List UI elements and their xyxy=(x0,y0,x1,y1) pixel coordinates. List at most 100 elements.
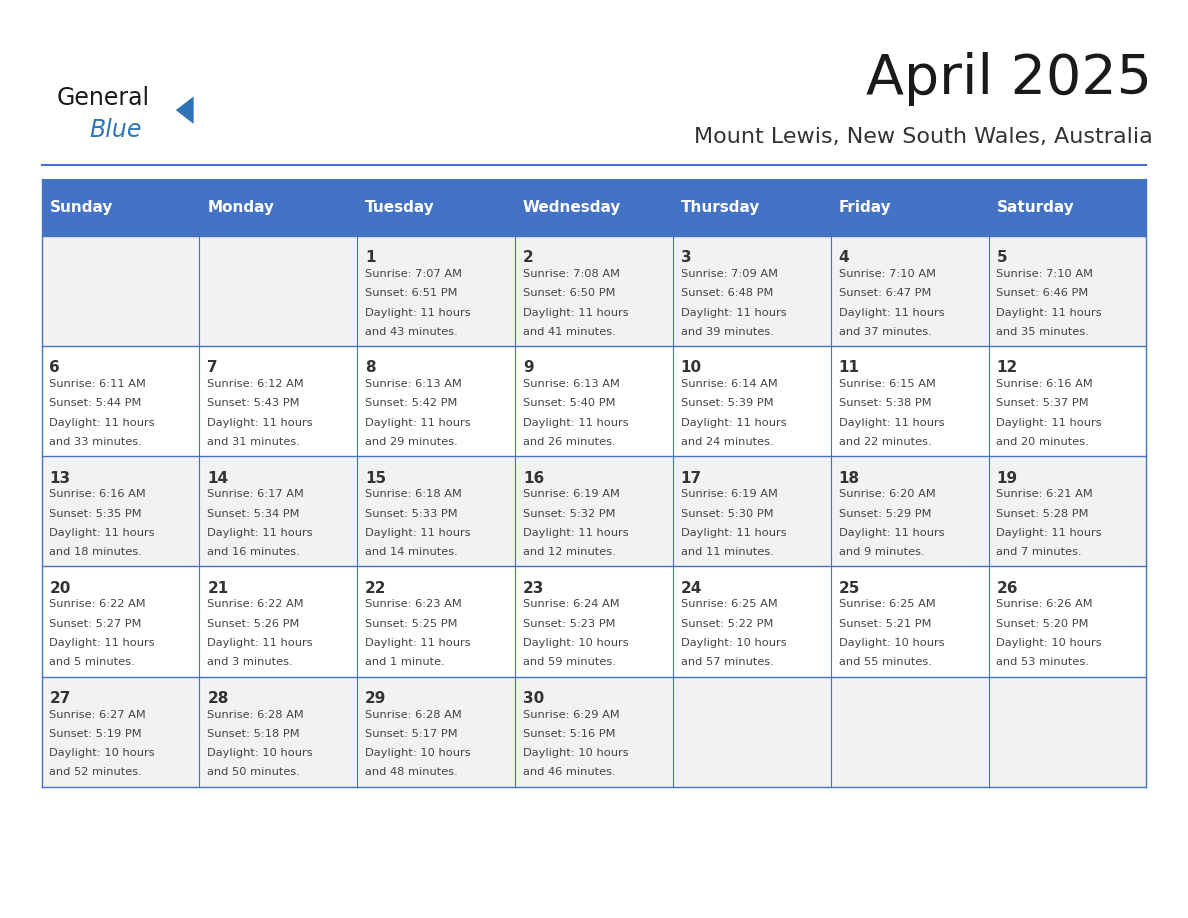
Text: and 22 minutes.: and 22 minutes. xyxy=(839,437,931,447)
Text: Sunrise: 6:15 AM: Sunrise: 6:15 AM xyxy=(839,379,935,389)
Text: Sunset: 5:23 PM: Sunset: 5:23 PM xyxy=(523,619,615,629)
Text: 25: 25 xyxy=(839,581,860,596)
Text: Sunset: 5:27 PM: Sunset: 5:27 PM xyxy=(50,619,143,629)
Text: Daylight: 11 hours: Daylight: 11 hours xyxy=(50,528,156,538)
Text: 2: 2 xyxy=(523,251,533,265)
Text: Daylight: 11 hours: Daylight: 11 hours xyxy=(997,418,1102,428)
Text: Daylight: 11 hours: Daylight: 11 hours xyxy=(523,308,628,318)
Text: Sunrise: 6:16 AM: Sunrise: 6:16 AM xyxy=(997,379,1093,389)
Text: Sunset: 6:48 PM: Sunset: 6:48 PM xyxy=(681,288,773,298)
Text: Sunset: 5:21 PM: Sunset: 5:21 PM xyxy=(839,619,931,629)
Text: 18: 18 xyxy=(839,471,860,486)
Text: 17: 17 xyxy=(681,471,702,486)
Text: 19: 19 xyxy=(997,471,1018,486)
Text: Sunrise: 6:19 AM: Sunrise: 6:19 AM xyxy=(681,489,778,499)
Text: Sunset: 5:35 PM: Sunset: 5:35 PM xyxy=(50,509,143,519)
Text: 9: 9 xyxy=(523,361,533,375)
Text: Blue: Blue xyxy=(89,118,141,142)
Text: and 20 minutes.: and 20 minutes. xyxy=(997,437,1089,447)
Text: and 41 minutes.: and 41 minutes. xyxy=(523,327,615,337)
Text: Sunset: 6:46 PM: Sunset: 6:46 PM xyxy=(997,288,1088,298)
Text: and 39 minutes.: and 39 minutes. xyxy=(681,327,773,337)
Text: Daylight: 11 hours: Daylight: 11 hours xyxy=(839,418,944,428)
Text: Sunset: 5:20 PM: Sunset: 5:20 PM xyxy=(997,619,1089,629)
Text: Sunset: 5:29 PM: Sunset: 5:29 PM xyxy=(839,509,931,519)
Text: Sunset: 6:50 PM: Sunset: 6:50 PM xyxy=(523,288,615,298)
Text: April 2025: April 2025 xyxy=(866,51,1152,106)
Text: 24: 24 xyxy=(681,581,702,596)
Text: Sunset: 5:18 PM: Sunset: 5:18 PM xyxy=(207,729,299,739)
Text: 26: 26 xyxy=(997,581,1018,596)
Text: Sunset: 5:34 PM: Sunset: 5:34 PM xyxy=(207,509,299,519)
Text: Monday: Monday xyxy=(207,200,274,215)
Text: Sunrise: 6:25 AM: Sunrise: 6:25 AM xyxy=(681,599,778,610)
Text: Sunrise: 7:09 AM: Sunrise: 7:09 AM xyxy=(681,269,778,279)
Text: 6: 6 xyxy=(50,361,61,375)
Text: Sunrise: 6:25 AM: Sunrise: 6:25 AM xyxy=(839,599,935,610)
Text: Sunset: 5:16 PM: Sunset: 5:16 PM xyxy=(523,729,615,739)
Text: and 16 minutes.: and 16 minutes. xyxy=(207,547,301,557)
Text: 8: 8 xyxy=(365,361,375,375)
Text: Sunrise: 6:16 AM: Sunrise: 6:16 AM xyxy=(50,489,146,499)
Text: and 24 minutes.: and 24 minutes. xyxy=(681,437,773,447)
Text: and 59 minutes.: and 59 minutes. xyxy=(523,657,615,667)
Text: 27: 27 xyxy=(50,691,71,706)
Text: Sunrise: 6:24 AM: Sunrise: 6:24 AM xyxy=(523,599,620,610)
Text: Sunrise: 6:26 AM: Sunrise: 6:26 AM xyxy=(997,599,1093,610)
Text: 29: 29 xyxy=(365,691,386,706)
Text: and 11 minutes.: and 11 minutes. xyxy=(681,547,773,557)
Text: Daylight: 11 hours: Daylight: 11 hours xyxy=(839,308,944,318)
Text: Daylight: 11 hours: Daylight: 11 hours xyxy=(50,418,156,428)
Text: and 37 minutes.: and 37 minutes. xyxy=(839,327,931,337)
Text: Sunset: 5:43 PM: Sunset: 5:43 PM xyxy=(207,398,299,409)
Text: Sunrise: 6:11 AM: Sunrise: 6:11 AM xyxy=(50,379,146,389)
Text: and 57 minutes.: and 57 minutes. xyxy=(681,657,773,667)
Text: Sunrise: 6:28 AM: Sunrise: 6:28 AM xyxy=(207,710,304,720)
Text: Daylight: 10 hours: Daylight: 10 hours xyxy=(839,638,944,648)
Text: 11: 11 xyxy=(839,361,860,375)
Text: 20: 20 xyxy=(50,581,71,596)
Text: Daylight: 10 hours: Daylight: 10 hours xyxy=(50,748,156,758)
Text: Sunday: Sunday xyxy=(50,200,113,215)
Text: Sunrise: 6:14 AM: Sunrise: 6:14 AM xyxy=(681,379,778,389)
Text: Sunset: 5:32 PM: Sunset: 5:32 PM xyxy=(523,509,615,519)
Text: Daylight: 11 hours: Daylight: 11 hours xyxy=(207,638,312,648)
Text: Daylight: 10 hours: Daylight: 10 hours xyxy=(365,748,470,758)
Text: Daylight: 11 hours: Daylight: 11 hours xyxy=(997,308,1102,318)
Text: and 1 minute.: and 1 minute. xyxy=(365,657,444,667)
Text: 7: 7 xyxy=(207,361,217,375)
Text: and 31 minutes.: and 31 minutes. xyxy=(207,437,301,447)
Text: Sunset: 5:17 PM: Sunset: 5:17 PM xyxy=(365,729,457,739)
Text: Daylight: 11 hours: Daylight: 11 hours xyxy=(207,528,312,538)
Text: Daylight: 11 hours: Daylight: 11 hours xyxy=(365,528,470,538)
Text: and 18 minutes.: and 18 minutes. xyxy=(50,547,143,557)
Text: Sunset: 5:28 PM: Sunset: 5:28 PM xyxy=(997,509,1089,519)
Text: Sunrise: 6:12 AM: Sunrise: 6:12 AM xyxy=(207,379,304,389)
Text: Daylight: 11 hours: Daylight: 11 hours xyxy=(681,308,786,318)
Text: Sunrise: 6:22 AM: Sunrise: 6:22 AM xyxy=(207,599,304,610)
Text: Tuesday: Tuesday xyxy=(365,200,435,215)
Text: Sunrise: 7:08 AM: Sunrise: 7:08 AM xyxy=(523,269,620,279)
Text: 23: 23 xyxy=(523,581,544,596)
Text: and 46 minutes.: and 46 minutes. xyxy=(523,767,615,778)
Text: 3: 3 xyxy=(681,251,691,265)
Text: Sunrise: 6:17 AM: Sunrise: 6:17 AM xyxy=(207,489,304,499)
Text: and 52 minutes.: and 52 minutes. xyxy=(50,767,143,778)
Text: Daylight: 10 hours: Daylight: 10 hours xyxy=(523,748,628,758)
Text: 10: 10 xyxy=(681,361,702,375)
Text: Sunrise: 6:23 AM: Sunrise: 6:23 AM xyxy=(365,599,462,610)
Text: and 53 minutes.: and 53 minutes. xyxy=(997,657,1089,667)
Text: and 48 minutes.: and 48 minutes. xyxy=(365,767,457,778)
Text: and 5 minutes.: and 5 minutes. xyxy=(50,657,135,667)
Text: Sunset: 6:51 PM: Sunset: 6:51 PM xyxy=(365,288,457,298)
Text: Sunrise: 6:20 AM: Sunrise: 6:20 AM xyxy=(839,489,935,499)
Text: Mount Lewis, New South Wales, Australia: Mount Lewis, New South Wales, Australia xyxy=(694,127,1152,147)
Text: Daylight: 10 hours: Daylight: 10 hours xyxy=(681,638,786,648)
Text: Sunrise: 6:22 AM: Sunrise: 6:22 AM xyxy=(50,599,146,610)
Text: Sunset: 5:22 PM: Sunset: 5:22 PM xyxy=(681,619,773,629)
Text: Daylight: 11 hours: Daylight: 11 hours xyxy=(523,528,628,538)
Text: Daylight: 11 hours: Daylight: 11 hours xyxy=(50,638,156,648)
Text: Sunrise: 7:10 AM: Sunrise: 7:10 AM xyxy=(839,269,936,279)
Text: Sunset: 5:44 PM: Sunset: 5:44 PM xyxy=(50,398,141,409)
Text: Thursday: Thursday xyxy=(681,200,760,215)
